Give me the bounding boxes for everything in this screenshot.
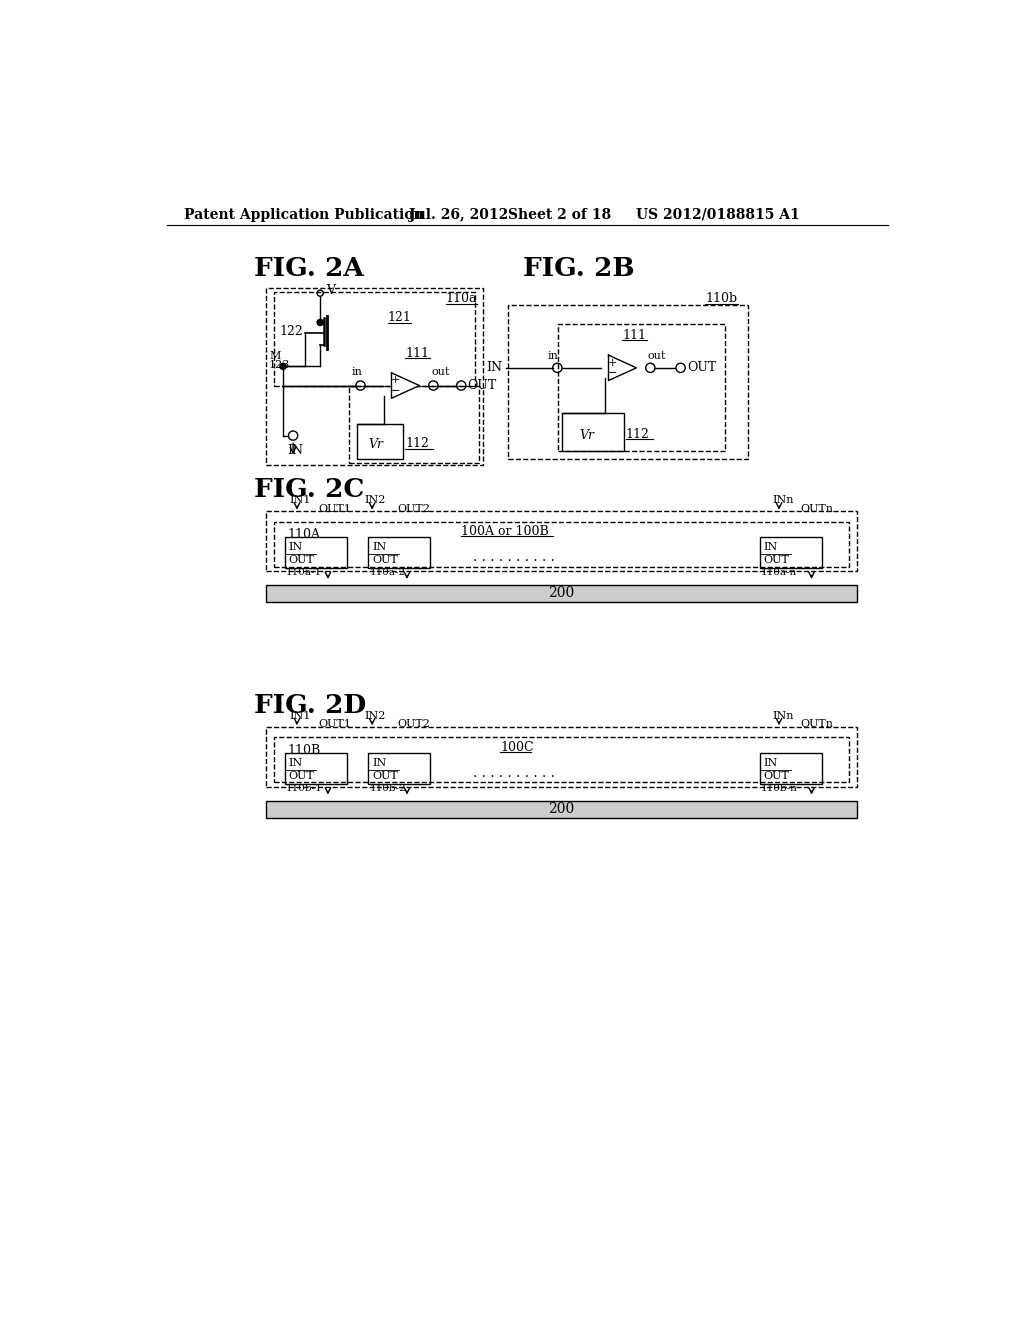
Text: 110b-2: 110b-2 bbox=[370, 784, 407, 793]
Text: OUT: OUT bbox=[372, 771, 398, 781]
Text: 110a-n: 110a-n bbox=[761, 568, 798, 577]
Bar bbox=[266, 800, 856, 817]
Text: FIG. 2D: FIG. 2D bbox=[254, 693, 366, 718]
Text: OUT1: OUT1 bbox=[318, 719, 351, 730]
Text: out: out bbox=[647, 351, 666, 360]
Text: 110b-1: 110b-1 bbox=[286, 784, 323, 793]
Bar bbox=[273, 521, 849, 566]
Circle shape bbox=[280, 363, 286, 370]
Bar bbox=[349, 385, 479, 462]
Text: 110A: 110A bbox=[288, 528, 321, 541]
Text: 110a: 110a bbox=[445, 292, 477, 305]
Text: +: + bbox=[608, 358, 617, 368]
Text: OUT: OUT bbox=[467, 379, 497, 392]
Bar bbox=[273, 292, 475, 385]
Text: FIG. 2C: FIG. 2C bbox=[254, 477, 364, 502]
Text: OUT: OUT bbox=[289, 556, 314, 565]
Text: IN: IN bbox=[288, 445, 304, 458]
Text: IN: IN bbox=[486, 362, 502, 375]
Text: Vr: Vr bbox=[369, 438, 383, 451]
Text: 100A or 100B: 100A or 100B bbox=[461, 525, 549, 539]
Text: Sheet 2 of 18: Sheet 2 of 18 bbox=[508, 207, 611, 222]
Text: 110a-1: 110a-1 bbox=[286, 568, 323, 577]
Text: OUTn: OUTn bbox=[801, 719, 834, 730]
Text: 200: 200 bbox=[548, 586, 574, 601]
Text: V: V bbox=[327, 284, 336, 297]
Text: OUT: OUT bbox=[764, 556, 790, 565]
Text: . . . . . . . . . .: . . . . . . . . . . bbox=[473, 550, 555, 564]
Bar bbox=[369, 752, 430, 784]
Text: FIG. 2A: FIG. 2A bbox=[254, 256, 364, 281]
Text: IN2: IN2 bbox=[365, 711, 386, 721]
Bar bbox=[273, 738, 849, 781]
Polygon shape bbox=[391, 372, 420, 399]
Text: 123: 123 bbox=[268, 360, 290, 370]
Bar bbox=[266, 726, 856, 787]
Text: 110B: 110B bbox=[288, 744, 321, 758]
Text: US 2012/0188815 A1: US 2012/0188815 A1 bbox=[636, 207, 800, 222]
Bar bbox=[760, 537, 821, 568]
Bar bbox=[266, 511, 856, 572]
Text: INn: INn bbox=[773, 495, 795, 506]
Text: M: M bbox=[270, 351, 282, 362]
Text: IN1: IN1 bbox=[289, 711, 310, 721]
Text: OUTn: OUTn bbox=[801, 504, 834, 513]
Text: 200: 200 bbox=[548, 803, 574, 816]
Polygon shape bbox=[608, 355, 636, 380]
Bar bbox=[285, 537, 346, 568]
Text: IN2: IN2 bbox=[365, 495, 386, 506]
Bar bbox=[266, 288, 483, 465]
Text: 112: 112 bbox=[406, 437, 429, 450]
Text: OUT: OUT bbox=[764, 771, 790, 781]
Bar bbox=[356, 424, 403, 459]
Text: OUT2: OUT2 bbox=[397, 504, 430, 513]
Bar bbox=[266, 585, 856, 602]
Text: OUT: OUT bbox=[687, 362, 716, 375]
Text: −: − bbox=[608, 368, 617, 378]
Bar bbox=[508, 305, 748, 459]
Text: IN: IN bbox=[372, 758, 386, 768]
Text: . . . . . . . . . .: . . . . . . . . . . bbox=[473, 766, 555, 780]
Bar bbox=[558, 323, 725, 451]
Text: +: + bbox=[391, 375, 400, 385]
Text: OUT: OUT bbox=[289, 771, 314, 781]
Text: INn: INn bbox=[773, 711, 795, 721]
Text: 100C: 100C bbox=[500, 741, 534, 754]
Text: 122: 122 bbox=[280, 325, 303, 338]
Text: Jul. 26, 2012: Jul. 26, 2012 bbox=[410, 207, 509, 222]
Bar bbox=[760, 752, 821, 784]
Text: IN1: IN1 bbox=[289, 495, 310, 506]
Bar bbox=[562, 412, 624, 451]
Text: in: in bbox=[548, 351, 559, 360]
Text: OUT1: OUT1 bbox=[318, 504, 351, 513]
Text: FIG. 2B: FIG. 2B bbox=[523, 256, 635, 281]
Text: IN: IN bbox=[764, 543, 778, 552]
Text: 110b: 110b bbox=[706, 292, 737, 305]
Text: 112: 112 bbox=[626, 428, 649, 441]
Text: 110a-2: 110a-2 bbox=[370, 568, 406, 577]
Text: IN: IN bbox=[764, 758, 778, 768]
Text: OUT: OUT bbox=[372, 556, 398, 565]
Text: Vr: Vr bbox=[580, 429, 595, 442]
Text: IN: IN bbox=[372, 543, 386, 552]
Text: −: − bbox=[391, 385, 400, 396]
Text: in: in bbox=[351, 367, 362, 378]
Text: out: out bbox=[432, 367, 451, 378]
Text: 111: 111 bbox=[623, 329, 646, 342]
Circle shape bbox=[317, 319, 324, 326]
Text: 110b-n: 110b-n bbox=[761, 784, 798, 793]
Text: OUT2: OUT2 bbox=[397, 719, 430, 730]
Text: Patent Application Publication: Patent Application Publication bbox=[183, 207, 424, 222]
Text: IN: IN bbox=[289, 543, 303, 552]
Bar bbox=[285, 752, 346, 784]
Text: 111: 111 bbox=[406, 347, 429, 360]
Text: 121: 121 bbox=[388, 312, 412, 325]
Text: IN: IN bbox=[289, 758, 303, 768]
Bar bbox=[369, 537, 430, 568]
